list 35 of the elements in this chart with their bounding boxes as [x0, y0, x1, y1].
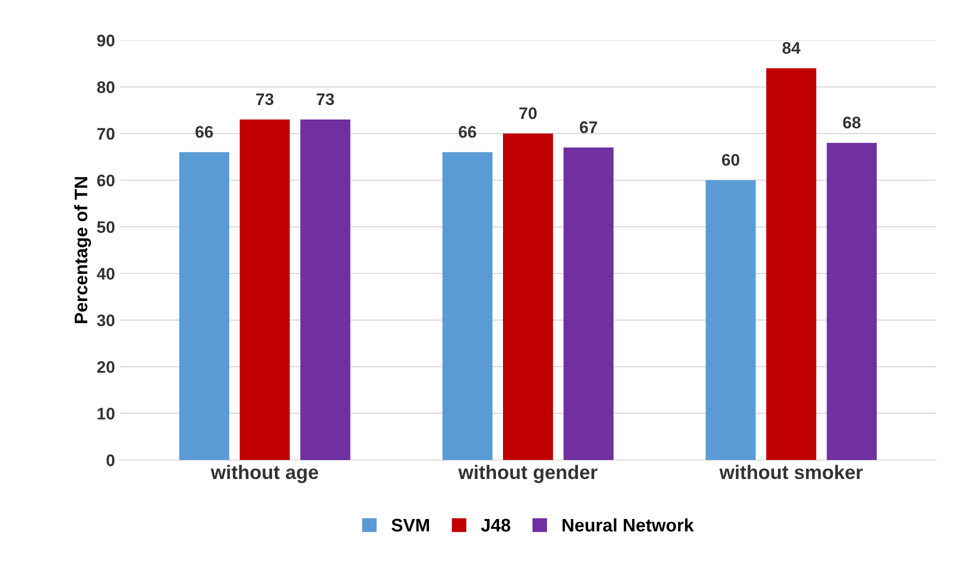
data-label: 73 [316, 93, 334, 106]
legend-label: SVM [392, 518, 429, 532]
legend-label: Neural Network [562, 518, 694, 532]
data-label: 73 [256, 93, 274, 106]
y-tick-label: 50 [97, 221, 114, 234]
bar [442, 152, 492, 460]
data-label: 66 [196, 126, 213, 138]
data-label: 84 [782, 42, 800, 54]
data-label: 60 [722, 154, 740, 166]
bar [300, 120, 350, 460]
data-label: 66 [458, 126, 476, 138]
bar [826, 142, 877, 460]
data-label: 70 [519, 107, 537, 120]
y-tick-label: 90 [97, 34, 114, 46]
y-tick-label: 0 [106, 454, 114, 466]
y-tick-label: 80 [97, 81, 114, 94]
y-axis-title: Percentage of TN [74, 177, 92, 324]
bar [766, 68, 816, 460]
bar [240, 120, 290, 460]
legend-label: J48 [481, 518, 510, 532]
y-tick-label: 20 [97, 361, 114, 373]
x-tick-label: without gender [458, 464, 598, 484]
y-tick-label: 10 [98, 408, 114, 420]
data-label: 67 [580, 121, 598, 134]
x-tick-label: without age [210, 464, 318, 484]
y-tick-label: 60 [97, 174, 114, 186]
data-label: 68 [843, 116, 861, 128]
bar [564, 148, 614, 460]
x-tick-label: without smoker [719, 464, 863, 480]
y-tick-label: 70 [97, 128, 114, 140]
y-tick-label: 30 [96, 314, 114, 326]
y-tick-label: 40 [96, 268, 114, 280]
bar [502, 134, 554, 460]
bar [179, 152, 230, 460]
bar [706, 180, 756, 460]
